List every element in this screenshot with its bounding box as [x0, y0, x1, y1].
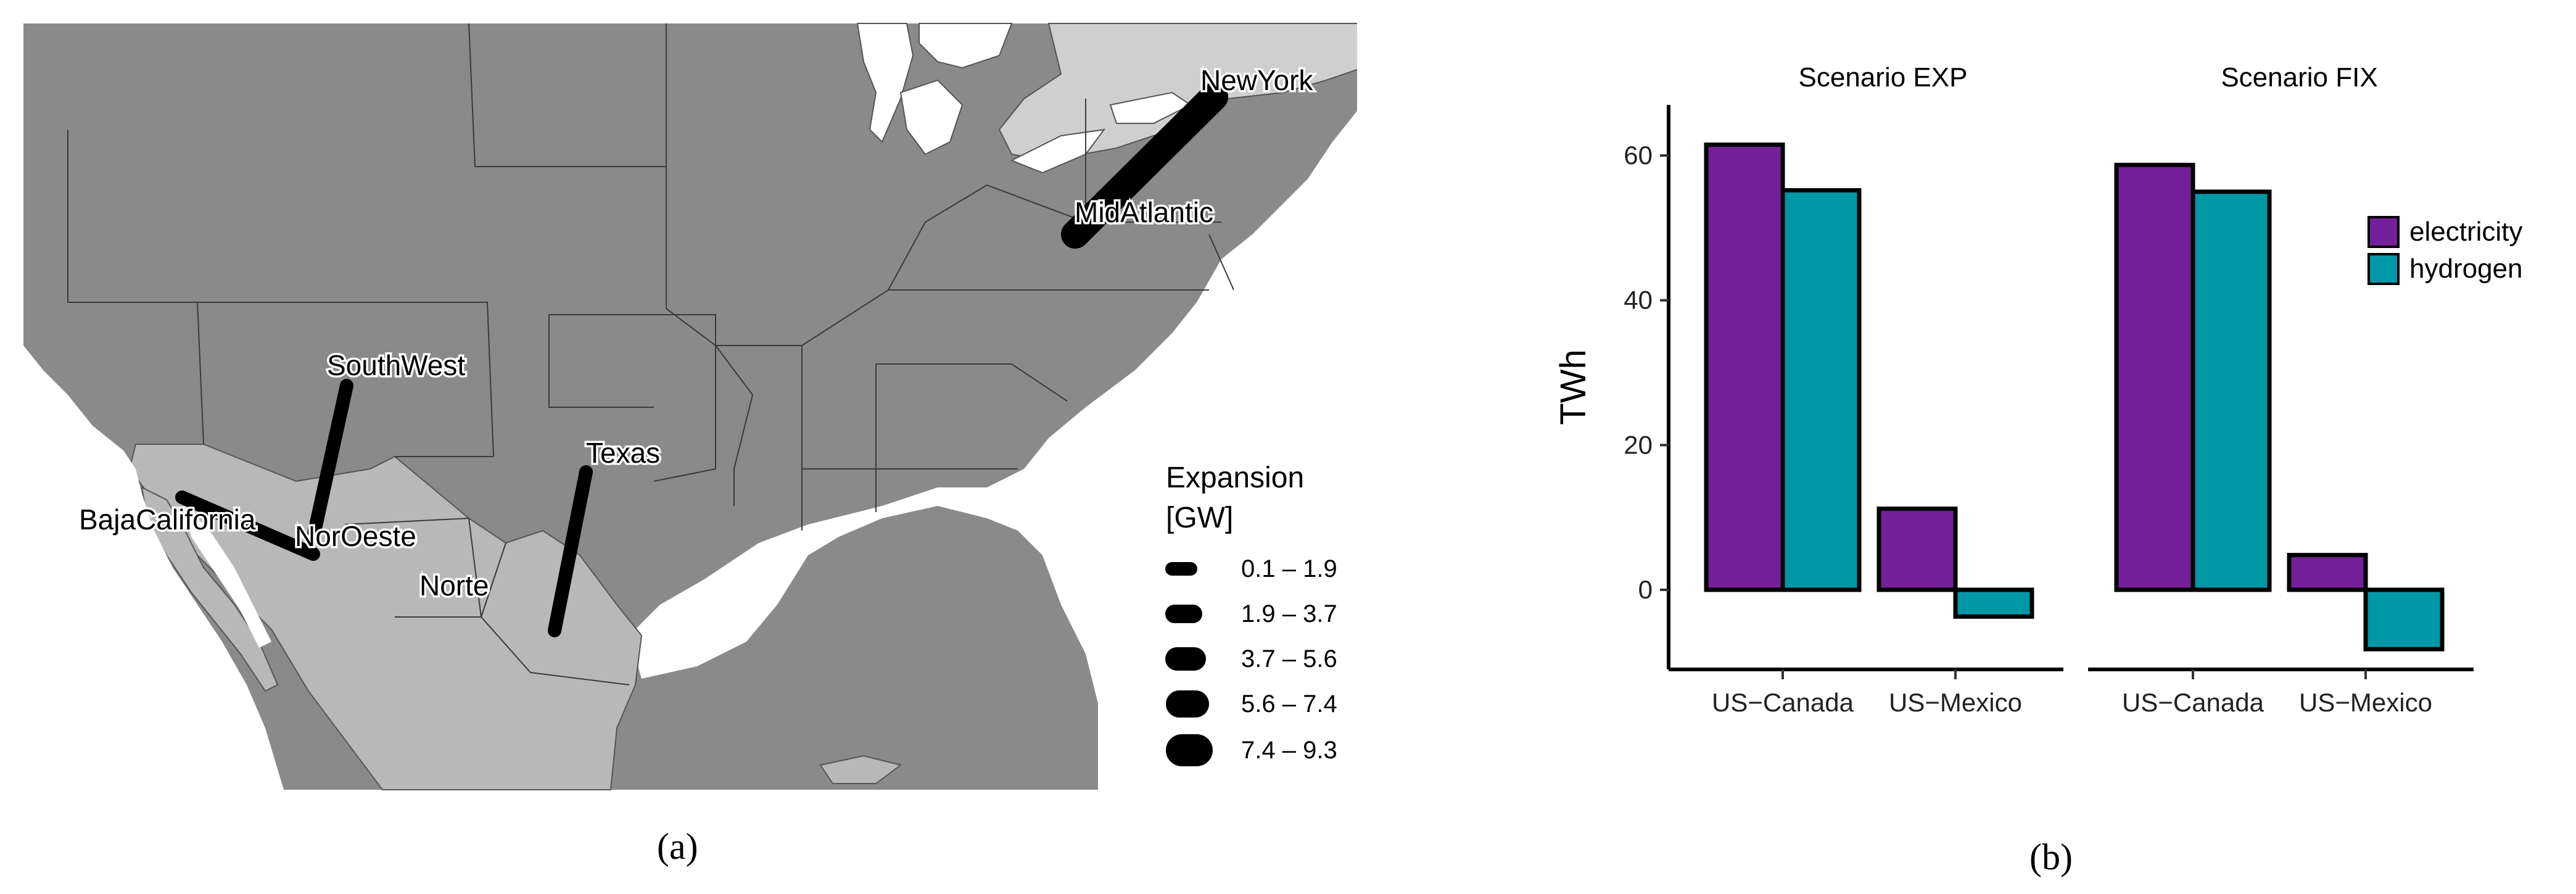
label-norte: Norte [419, 569, 489, 602]
legend-range-1: 0.1 – 1.9 [1241, 555, 1337, 582]
caption-b: (b) [2029, 837, 2073, 877]
y-tick-label: 40 [1624, 286, 1653, 315]
bar-electricity [1876, 507, 1958, 592]
legend-label-electricity: electricity [2409, 217, 2522, 247]
baja-peninsula [141, 486, 279, 692]
line-texas-norte [548, 465, 593, 637]
expansion-legend: Expansion [GW] 0.1 – 1.9 1.9 – 3.7 3.7 –… [1165, 461, 1337, 766]
x-tick-label: US−Mexico [2299, 688, 2432, 717]
lake-huron [899, 79, 964, 155]
bar-electricity [2287, 553, 2368, 592]
legend-title-line1: Expansion [1166, 461, 1304, 494]
x-tick-label: US−Canada [1712, 688, 1854, 717]
lake-michigan [856, 23, 914, 143]
legend-range-3: 3.7 – 5.6 [1241, 645, 1337, 673]
legend-swatch-hydrogen [2368, 253, 2400, 285]
caption-a: (a) [657, 826, 698, 867]
facet-title: Scenario FIX [2221, 62, 2377, 93]
map-panel: NewYork MidAtlantic SouthWest Texas Baja… [23, 23, 1357, 867]
legend-range-2: 1.9 – 3.7 [1241, 600, 1337, 627]
line-baja-noroeste [175, 490, 320, 561]
legend-swatch-electricity [2368, 216, 2400, 248]
bar-hydrogen [1780, 188, 1862, 592]
label-bajacalifornia: BajaCalifornia [79, 503, 256, 536]
legend-title-line2: [GW] [1166, 502, 1233, 534]
line-newyork-midatlantic [1061, 83, 1228, 249]
label-midatlantic: MidAtlantic [1075, 196, 1213, 228]
legend-range-4: 5.6 – 7.4 [1241, 690, 1337, 718]
region-boundaries [67, 23, 1234, 685]
label-newyork: NewYork [1200, 64, 1313, 96]
gulf-of-california [185, 506, 271, 648]
y-tick-label: 20 [1624, 430, 1653, 459]
label-noroeste: NorOeste [295, 520, 416, 552]
y-tick-label: 0 [1638, 575, 1653, 604]
pacific-ocean [23, 346, 284, 790]
bar-hydrogen [1953, 587, 2034, 619]
expansion-lines [175, 83, 1228, 637]
lake-erie [1010, 128, 1106, 174]
legend-range-5: 7.4 – 9.3 [1241, 737, 1337, 764]
label-texas: Texas [586, 437, 660, 469]
line-southwest-noroeste [307, 379, 353, 544]
x-tick-label: US−Canada [2122, 688, 2264, 717]
bar-electricity [1704, 143, 1785, 592]
chart-layer: 0 20 40 60 TWh Scenario EXP US−Canada US−Mexico… [1553, 62, 2522, 717]
cuba [819, 755, 902, 784]
label-southwest: SouthWest [327, 349, 465, 381]
legend-label-hydrogen: hydrogen [2409, 254, 2522, 284]
canada-land [998, 23, 1357, 162]
bar-hydrogen [2363, 587, 2445, 652]
trade-bar-chart: 0 20 40 60 TWh Scenario EXP US−Canada US−Mexico… [1553, 62, 2522, 717]
lake-ontario [1109, 91, 1192, 124]
y-axis-title: TWh [1553, 349, 1593, 424]
facet-title: Scenario EXP [1799, 62, 1968, 93]
bar-electricity [2114, 162, 2195, 592]
bar-hydrogen [2190, 189, 2272, 592]
chart-panel: 0 20 40 60 TWh Scenario EXP US−Canada US−Mexico… [1357, 0, 2576, 894]
x-tick-label: US−Mexico [1889, 688, 2022, 717]
y-tick-label: 60 [1624, 141, 1653, 170]
lake-superior [919, 23, 1013, 69]
expansion-map: NewYork MidAtlantic SouthWest Texas Baja… [23, 23, 1357, 790]
